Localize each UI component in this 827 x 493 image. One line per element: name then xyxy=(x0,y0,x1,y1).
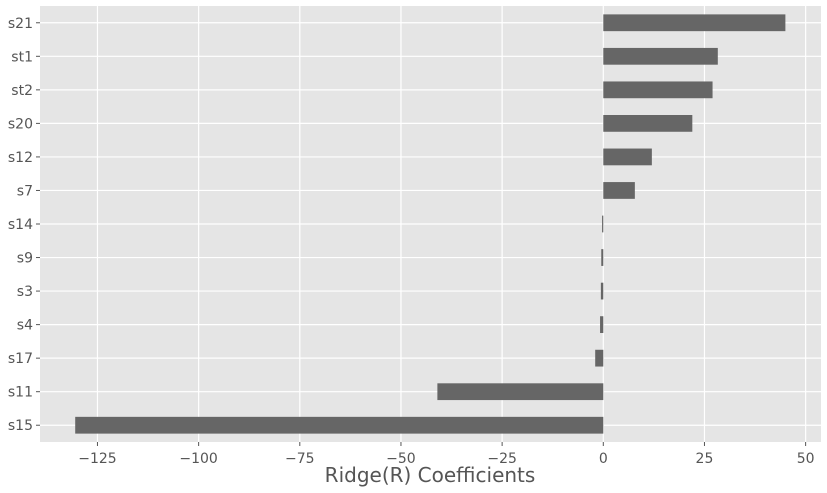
y-tick-label-s21: s21 xyxy=(8,16,33,32)
bar-s15 xyxy=(75,416,604,434)
bar-s9 xyxy=(601,249,604,266)
y-tick-label-s12: s12 xyxy=(8,150,33,166)
bar-st2 xyxy=(603,81,713,99)
y-tick-label-st1: st1 xyxy=(11,49,33,65)
bar-s17 xyxy=(595,349,604,367)
y-tick-label-st2: st2 xyxy=(11,83,33,99)
x-tick-label: 50 xyxy=(797,451,815,467)
y-tick-label-s17: s17 xyxy=(8,351,33,367)
y-tick-label-s3: s3 xyxy=(17,284,33,300)
x-tick-label: −50 xyxy=(386,451,416,467)
bar-s7 xyxy=(603,182,635,199)
bar-s20 xyxy=(603,115,693,132)
x-tick-label: −100 xyxy=(179,451,217,467)
bar-st1 xyxy=(603,47,718,65)
y-tick-label-s4: s4 xyxy=(17,318,33,334)
x-tick-label: −125 xyxy=(78,451,116,467)
y-tick-label-s11: s11 xyxy=(8,385,33,401)
x-tick-label: 0 xyxy=(599,451,608,467)
x-tick-label: −75 xyxy=(285,451,315,467)
x-axis-title: Ridge(R) Coefficients xyxy=(325,463,536,487)
x-tick-label: −25 xyxy=(487,451,517,467)
x-tick-label: 25 xyxy=(696,451,714,467)
y-tick-label-s20: s20 xyxy=(8,116,33,132)
y-tick-labels: s15 s11 s17 s4 s3 s9 s14 s7 s12 s20 st2 st1 s21 xyxy=(8,16,40,434)
y-tick-label-s15: s15 xyxy=(8,418,33,434)
y-tick-label-s14: s14 xyxy=(8,217,33,233)
x-tick-labels: −125 −100 −75 −50 −25 0 25 50 xyxy=(78,442,815,467)
bars xyxy=(75,14,786,434)
bar-s14 xyxy=(602,215,604,233)
y-tick-label-s9: s9 xyxy=(17,251,33,267)
bar-s4 xyxy=(600,316,604,333)
bar-s11 xyxy=(437,383,604,401)
bar-s21 xyxy=(603,14,786,32)
y-tick-label-s7: s7 xyxy=(17,183,33,199)
bar-s12 xyxy=(603,148,652,166)
bar-s3 xyxy=(600,282,604,300)
